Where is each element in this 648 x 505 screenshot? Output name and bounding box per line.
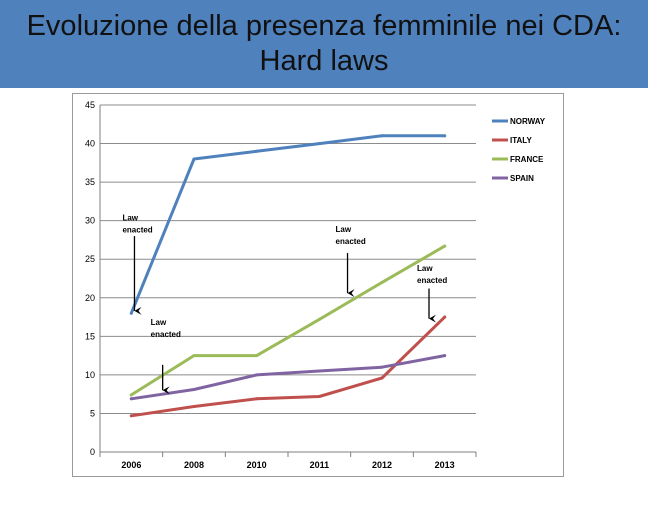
data-point-italy — [255, 397, 259, 401]
data-point-norway — [192, 157, 196, 161]
annotation-label: Law — [122, 214, 138, 223]
annotation-label: Law — [417, 264, 433, 273]
data-point-france — [192, 354, 196, 358]
data-point-italy — [443, 315, 447, 319]
data-point-france — [129, 393, 133, 397]
x-tick-label: 2010 — [247, 460, 267, 470]
x-tick-label: 2008 — [184, 460, 204, 470]
data-point-italy — [129, 414, 133, 418]
y-tick-label: 30 — [85, 216, 95, 226]
data-point-france — [255, 354, 259, 358]
data-point-norway — [443, 134, 447, 138]
data-point-france — [380, 280, 384, 284]
data-point-spain — [380, 365, 384, 369]
y-tick-label: 5 — [90, 408, 95, 418]
data-point-norway — [129, 311, 133, 315]
data-point-spain — [192, 388, 196, 392]
y-tick-label: 45 — [85, 100, 95, 110]
y-tick-label: 15 — [85, 331, 95, 341]
data-point-france — [443, 244, 447, 248]
y-tick-label: 20 — [85, 293, 95, 303]
annotation-label: enacted — [122, 226, 152, 235]
y-tick-label: 25 — [85, 254, 95, 264]
data-point-norway — [380, 134, 384, 138]
title-banner: Evoluzione della presenza femminile nei … — [0, 0, 648, 88]
y-tick-label: 35 — [85, 177, 95, 187]
data-point-norway — [317, 142, 321, 146]
series-line-france — [129, 244, 447, 397]
data-point-spain — [255, 373, 259, 377]
annotation-label: Law — [151, 318, 167, 327]
data-point-spain — [443, 354, 447, 358]
chart-frame: 0 5 10 15 20 25 30 35 40 45 2006 2008 2010 2011 2012 20… — [72, 93, 564, 477]
data-point-france — [317, 317, 321, 321]
y-tick-label: 40 — [85, 139, 95, 149]
series-line-spain — [129, 354, 447, 401]
legend-label-italy: ITALY — [510, 136, 532, 145]
slide-title-line2: Hard laws — [259, 45, 389, 77]
annotation-label: Law — [336, 225, 352, 234]
data-point-spain — [317, 369, 321, 373]
data-point-spain — [129, 397, 133, 401]
legend-label-norway: NORWAY — [510, 117, 546, 126]
x-tick-label: 2013 — [435, 460, 455, 470]
line-chart: 0 5 10 15 20 25 30 35 40 45 2006 2008 2010 2011 2012 20… — [85, 100, 546, 470]
data-point-italy — [317, 394, 321, 398]
data-point-italy — [192, 405, 196, 409]
x-tick-label: 2012 — [372, 460, 392, 470]
slide-title-line1: Evoluzione della presenza femminile nei … — [26, 10, 622, 42]
x-tick-label: 2006 — [121, 460, 141, 470]
legend-label-spain: SPAIN — [510, 174, 534, 183]
legend-label-france: FRANCE — [510, 155, 544, 164]
y-tick-label: 0 — [90, 447, 95, 457]
annotation-label: enacted — [151, 330, 181, 339]
data-point-italy — [380, 376, 384, 380]
annotation-label: enacted — [336, 237, 366, 246]
series-line-norway — [129, 134, 447, 315]
x-tick-label: 2011 — [310, 460, 330, 470]
annotation-label: enacted — [417, 276, 447, 285]
series-line-italy — [129, 315, 447, 418]
y-tick-label: 10 — [85, 370, 95, 380]
data-point-norway — [255, 149, 259, 153]
